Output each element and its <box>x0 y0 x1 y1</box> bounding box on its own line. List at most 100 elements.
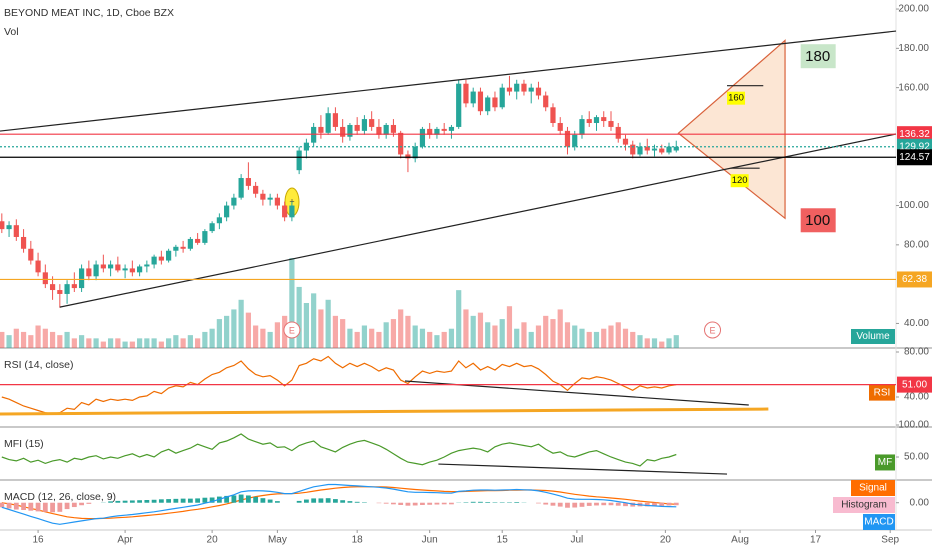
candle-body <box>383 124 389 135</box>
candle-body <box>122 268 128 271</box>
volume-bar <box>42 328 48 348</box>
volume-bar <box>434 335 440 348</box>
volume-bar <box>340 319 346 348</box>
histogram-bar <box>115 500 121 503</box>
y-tick-label: 80.00 <box>904 239 929 250</box>
x-tick-label: May <box>268 535 287 546</box>
histogram-bar <box>398 502 404 505</box>
volume-bar <box>492 325 498 348</box>
candle-body <box>253 185 259 194</box>
volume-bar <box>325 299 331 348</box>
volume-bar <box>216 319 222 348</box>
price-label-box <box>897 126 932 143</box>
indicator-line <box>1 355 677 415</box>
histogram-bar <box>449 502 454 505</box>
histogram-bar <box>514 502 520 503</box>
candle-body <box>434 128 440 135</box>
candle-body <box>303 142 310 151</box>
volume-bar <box>412 325 418 348</box>
candle-body <box>166 250 172 261</box>
volume-bar <box>521 322 527 348</box>
y-tick-label: 0.00 <box>910 497 930 508</box>
earnings-marker <box>283 321 301 339</box>
histogram-bar <box>195 498 201 503</box>
volume-bar <box>6 335 12 348</box>
histogram-bar <box>318 498 324 503</box>
volume-bar <box>630 331 636 348</box>
volume-bar <box>318 309 324 348</box>
histogram-bar <box>231 495 237 503</box>
histogram-bar <box>238 494 244 503</box>
histogram-bar <box>173 498 179 503</box>
histogram-bar <box>412 502 418 506</box>
candle-body <box>296 150 302 171</box>
volume-bar <box>615 322 621 348</box>
volume-bar <box>137 338 143 348</box>
trend-line <box>0 407 769 416</box>
volume-bar <box>166 338 172 348</box>
candle-body <box>398 132 404 155</box>
candle-body <box>579 119 585 135</box>
candle-body <box>470 91 476 104</box>
candle-body <box>637 146 643 155</box>
histogram-bar <box>79 502 84 506</box>
candle-body <box>289 205 295 218</box>
volume-bar <box>601 328 607 348</box>
pane-title: MFI (15) <box>4 438 44 450</box>
volume-bar <box>448 328 455 348</box>
histogram-bar <box>245 495 251 503</box>
candle-body <box>492 97 498 108</box>
candle-body <box>224 205 230 218</box>
volume-bar <box>49 331 56 348</box>
candle-body <box>0 221 5 230</box>
x-tick-label: Jul <box>571 535 584 546</box>
volume-bar <box>376 331 382 348</box>
histogram-bar <box>311 498 317 503</box>
series-tag-box <box>875 454 895 471</box>
volume-bar <box>289 258 295 348</box>
candle-body <box>390 124 397 133</box>
candle-body <box>593 117 600 124</box>
candle-body <box>354 124 360 131</box>
histogram-bar <box>6 502 12 509</box>
series-tag: MACD <box>864 517 893 528</box>
volume-bar <box>187 335 193 348</box>
histogram-bar <box>427 502 433 505</box>
histogram-bar <box>325 498 331 503</box>
level-label-box <box>730 174 749 188</box>
candle-body <box>267 197 273 200</box>
candle-body <box>477 91 484 112</box>
candle-body <box>86 268 92 277</box>
candle-body <box>180 246 186 249</box>
volume-bar <box>651 338 658 348</box>
volume-bar <box>57 335 63 348</box>
histogram-bar <box>543 502 549 505</box>
candle-body <box>340 126 346 137</box>
volume-bar <box>303 303 310 348</box>
price-label: 124.57 <box>899 152 930 163</box>
marker-plus: + <box>289 196 294 206</box>
y-tick-label: 100.00 <box>898 420 929 431</box>
histogram-bar <box>304 499 309 503</box>
candle-body <box>586 119 592 124</box>
histogram-bar <box>166 499 172 503</box>
histogram-bar <box>557 502 563 507</box>
y-tick-label: 100.00 <box>898 200 929 211</box>
histogram-bar <box>434 502 440 505</box>
volume-bar <box>535 325 542 348</box>
candle-body <box>129 268 135 273</box>
volume-bar <box>608 325 614 348</box>
candle-body <box>144 264 150 267</box>
candle-body <box>42 272 48 285</box>
series-tag: Histogram <box>841 500 887 511</box>
histogram-bar <box>652 502 657 507</box>
price-label-box <box>897 149 932 166</box>
volume-bar <box>485 322 491 348</box>
candle-body <box>238 178 244 198</box>
histogram-bar <box>21 502 26 510</box>
volume-bar <box>543 315 549 348</box>
candle-body <box>514 83 520 92</box>
candle-body <box>209 223 215 232</box>
histogram-bar <box>108 501 113 503</box>
volume-bar <box>405 315 411 348</box>
